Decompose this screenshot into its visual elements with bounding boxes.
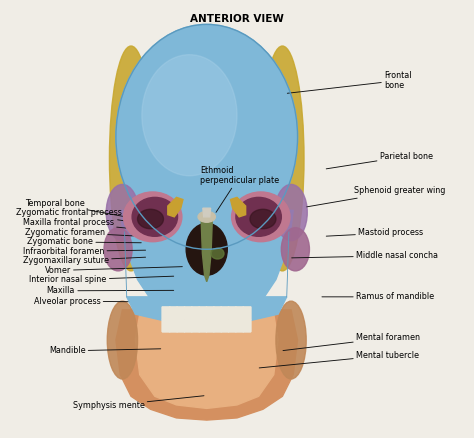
Ellipse shape xyxy=(104,228,132,271)
Text: Zygomatic bone: Zygomatic bone xyxy=(27,237,141,247)
Ellipse shape xyxy=(116,25,298,249)
Text: Mastoid process: Mastoid process xyxy=(326,228,423,237)
Ellipse shape xyxy=(109,46,153,271)
Text: Parietal bone: Parietal bone xyxy=(326,152,433,169)
Text: Ramus of mandible: Ramus of mandible xyxy=(322,292,434,301)
FancyBboxPatch shape xyxy=(199,306,207,320)
Ellipse shape xyxy=(124,192,182,242)
FancyBboxPatch shape xyxy=(184,306,192,320)
Text: Mandible: Mandible xyxy=(49,346,161,355)
Text: Zygomaxillary suture: Zygomaxillary suture xyxy=(23,256,146,265)
FancyBboxPatch shape xyxy=(206,306,215,320)
Ellipse shape xyxy=(275,184,307,240)
Text: Interior nasal spine: Interior nasal spine xyxy=(29,276,173,284)
Ellipse shape xyxy=(142,55,237,176)
FancyBboxPatch shape xyxy=(169,319,178,332)
Polygon shape xyxy=(201,219,212,282)
FancyBboxPatch shape xyxy=(199,319,207,332)
Text: Zygomatic foramen: Zygomatic foramen xyxy=(25,228,139,237)
FancyBboxPatch shape xyxy=(220,319,229,332)
Text: Maxilla frontal process: Maxilla frontal process xyxy=(23,218,128,228)
Polygon shape xyxy=(116,310,298,420)
Ellipse shape xyxy=(106,184,138,240)
Text: Mental tubercle: Mental tubercle xyxy=(259,351,419,368)
Ellipse shape xyxy=(261,46,304,271)
Polygon shape xyxy=(230,198,246,217)
Ellipse shape xyxy=(132,198,178,236)
FancyBboxPatch shape xyxy=(235,319,244,332)
FancyBboxPatch shape xyxy=(162,319,171,332)
FancyBboxPatch shape xyxy=(176,306,185,320)
Ellipse shape xyxy=(186,223,227,275)
Polygon shape xyxy=(203,208,210,217)
FancyBboxPatch shape xyxy=(235,306,244,320)
Text: Ethmoid
perpendicular plate: Ethmoid perpendicular plate xyxy=(200,166,279,212)
Polygon shape xyxy=(120,210,293,323)
Ellipse shape xyxy=(282,228,310,271)
FancyBboxPatch shape xyxy=(228,319,237,332)
Text: Middle nasal concha: Middle nasal concha xyxy=(292,251,438,260)
Ellipse shape xyxy=(137,209,164,229)
Text: Infraorbital foramen: Infraorbital foramen xyxy=(23,247,146,256)
Text: Maxilla: Maxilla xyxy=(47,286,173,295)
Polygon shape xyxy=(136,314,278,408)
Text: Zygomatic frontal process: Zygomatic frontal process xyxy=(17,208,124,221)
Ellipse shape xyxy=(250,209,276,229)
Text: Vomer: Vomer xyxy=(45,266,182,275)
FancyBboxPatch shape xyxy=(184,319,192,332)
Ellipse shape xyxy=(232,192,290,242)
Text: Alveolar process: Alveolar process xyxy=(34,297,165,306)
FancyBboxPatch shape xyxy=(213,319,222,332)
Text: Frontal
bone: Frontal bone xyxy=(287,71,411,93)
Ellipse shape xyxy=(276,301,306,379)
Text: Sphenoid greater wing: Sphenoid greater wing xyxy=(307,187,445,207)
Ellipse shape xyxy=(198,212,215,222)
FancyBboxPatch shape xyxy=(169,306,178,320)
Text: Mental foramen: Mental foramen xyxy=(283,333,420,350)
Text: Temporal bone: Temporal bone xyxy=(25,199,135,219)
FancyBboxPatch shape xyxy=(191,319,200,332)
Polygon shape xyxy=(168,198,183,217)
Text: ANTERIOR VIEW: ANTERIOR VIEW xyxy=(190,14,284,24)
Polygon shape xyxy=(127,297,287,323)
FancyBboxPatch shape xyxy=(176,319,185,332)
Ellipse shape xyxy=(236,198,282,236)
FancyBboxPatch shape xyxy=(213,306,222,320)
FancyBboxPatch shape xyxy=(162,306,171,320)
FancyBboxPatch shape xyxy=(206,319,215,332)
FancyBboxPatch shape xyxy=(220,306,229,320)
FancyBboxPatch shape xyxy=(243,306,251,320)
FancyBboxPatch shape xyxy=(243,319,251,332)
FancyBboxPatch shape xyxy=(228,306,237,320)
Ellipse shape xyxy=(211,248,224,259)
FancyBboxPatch shape xyxy=(191,306,200,320)
Text: Symphysis mente: Symphysis mente xyxy=(73,396,204,410)
Ellipse shape xyxy=(107,301,137,379)
